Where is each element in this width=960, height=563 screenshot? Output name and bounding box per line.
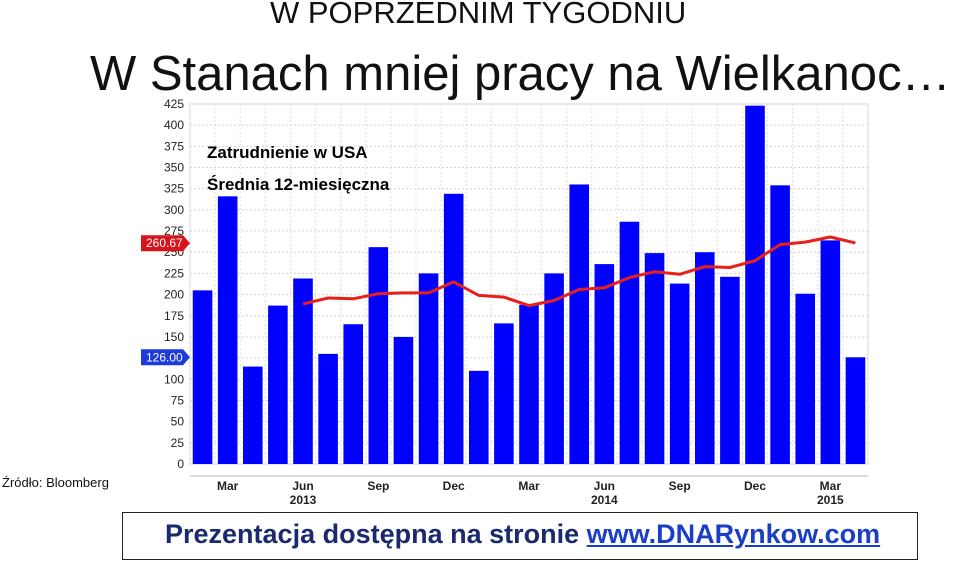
bar [745, 105, 765, 464]
bar [368, 247, 389, 464]
y-tick-label: 150 [164, 330, 184, 344]
y-tick-label: 400 [164, 118, 184, 132]
y-tick-label: 100 [164, 372, 184, 386]
footer-box: Prezentacja dostępna na stronie www.DNAR… [122, 512, 918, 560]
callout: 260.67 [141, 235, 190, 252]
chart-bars [192, 105, 866, 465]
callout-badge [141, 349, 190, 366]
bar [217, 196, 238, 464]
y-tick-label: 200 [164, 288, 184, 302]
x-tick-label: Mar [518, 479, 540, 493]
bar [468, 370, 489, 464]
chart-average-line [302, 235, 856, 308]
callout-badge [141, 235, 190, 252]
y-tick-label: 325 [164, 182, 184, 196]
y-axis-ticks: 0255075100125150175200225250275300325350… [164, 97, 184, 471]
x-tick-label: Dec [443, 479, 465, 493]
value-callouts: 260.67 126.00 [141, 235, 190, 366]
bar [393, 336, 414, 464]
headline: W Stanach mniej pracy na Wielkanoc… [90, 47, 951, 101]
x-year-label: 2014 [591, 493, 618, 507]
bar [569, 184, 590, 464]
y-tick-label: 0 [177, 457, 184, 471]
bar [318, 353, 338, 464]
bar [795, 293, 816, 464]
bar [845, 357, 866, 464]
bar [494, 323, 514, 464]
bar [694, 252, 715, 464]
y-tick-label: 275 [164, 224, 184, 238]
bar [242, 366, 263, 464]
bar [418, 273, 439, 464]
x-tick-label: Dec [744, 479, 766, 493]
x-tick-label: Jun [292, 479, 313, 493]
bar [770, 185, 790, 465]
bar [293, 278, 313, 464]
bar [720, 276, 740, 464]
y-tick-label: 75 [171, 393, 185, 407]
y-tick-label: 300 [164, 203, 184, 217]
y-tick-label: 175 [164, 309, 184, 323]
callout-label: 126.00 [146, 350, 183, 364]
callout: 126.00 [141, 349, 190, 366]
kicker-title: W POPRZEDNIM TYGODNIU [270, 0, 687, 30]
legend-series: Zatrudnienie w USA [207, 143, 368, 162]
bar [443, 193, 464, 464]
y-tick-label: 375 [164, 139, 184, 153]
employment-chart: 0255075100125150175200225250275300325350… [141, 97, 869, 507]
bar [544, 273, 564, 464]
callout-label: 260.67 [146, 236, 183, 250]
y-tick-label: 50 [171, 415, 185, 429]
bar [619, 221, 640, 464]
bar [594, 264, 615, 464]
bar [820, 240, 841, 464]
y-tick-label: 225 [164, 266, 184, 280]
y-tick-label: 25 [171, 436, 185, 450]
y-tick-label: 425 [164, 97, 184, 111]
bar [343, 324, 364, 464]
bar [644, 253, 665, 464]
x-tick-label: Sep [367, 479, 389, 493]
x-year-label: 2013 [290, 493, 317, 507]
x-tick-label: Mar [820, 479, 842, 493]
legend-average: Średnia 12-miesięczna [207, 175, 390, 194]
footer-text: Prezentacja dostępna na stronie www.DNAR… [165, 519, 880, 550]
y-tick-label: 350 [164, 161, 184, 175]
bar [669, 283, 690, 464]
bar [192, 290, 213, 464]
x-year-label: 2015 [817, 493, 844, 507]
bar [268, 305, 288, 464]
x-tick-label: Jun [594, 479, 615, 493]
source-note: Źródło: Bloomberg [2, 475, 109, 490]
x-tick-label: Sep [669, 479, 691, 493]
x-tick-label: Mar [217, 479, 239, 493]
average-line [302, 235, 856, 308]
x-axis-ticks: Mar Jun Sep Dec Mar Jun Sep Dec Mar 2013 2014 2015 [190, 475, 868, 507]
bar [519, 304, 539, 464]
footer-link[interactable]: www.DNARynkow.com [586, 519, 881, 549]
footer-prefix: Prezentacja dostępna na stronie [165, 519, 587, 549]
